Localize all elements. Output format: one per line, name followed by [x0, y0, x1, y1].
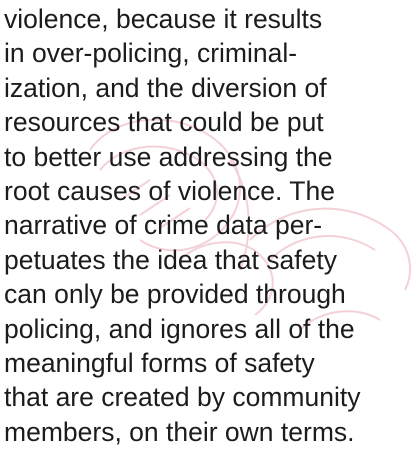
page: violence, because it results in over-pol… [0, 0, 415, 456]
text-line: to better use addressing the [4, 140, 360, 174]
text-line: root causes of violence. The [4, 174, 360, 208]
text-line: violence, because it results [4, 2, 360, 36]
text-line: in over-policing, criminal- [4, 36, 360, 70]
paragraph: violence, because it results in over-pol… [4, 2, 360, 449]
text-line: can only be provided through [4, 277, 360, 311]
text-line: that are created by community [4, 380, 360, 414]
text-line: meaningful forms of safety [4, 346, 360, 380]
text-line: members, on their own terms. [4, 415, 360, 449]
text-line: narrative of crime data per- [4, 208, 360, 242]
text-line: resources that could be put [4, 105, 360, 139]
text-line: policing, and ignores all of the [4, 312, 360, 346]
text-line: petuates the idea that safety [4, 243, 360, 277]
text-line: ization, and the diversion of [4, 71, 360, 105]
